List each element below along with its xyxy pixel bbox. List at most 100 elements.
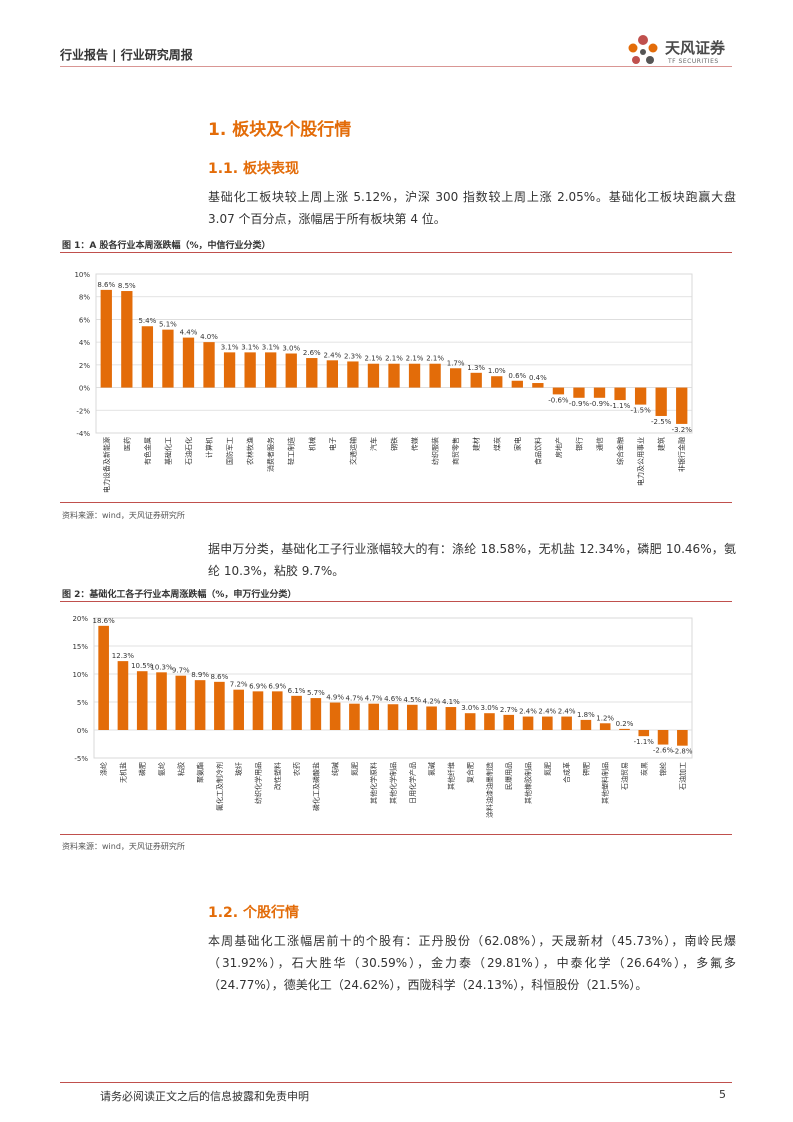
x-tick-label: 氟化工及制冷剂 [215, 762, 224, 811]
x-tick-label: 食品饮料 [533, 437, 542, 465]
bar [676, 387, 688, 424]
data-label: 0.6% [508, 372, 526, 380]
bar [98, 625, 109, 730]
bar [233, 689, 244, 730]
x-tick-label: 钢铁 [390, 437, 399, 451]
bar [310, 698, 322, 730]
x-tick-label: 综合金融 [616, 437, 625, 465]
x-tick-label: 改性塑料 [273, 762, 282, 790]
bar [503, 714, 515, 730]
bar [136, 671, 148, 730]
x-tick-label: 纯碱 [331, 762, 340, 776]
data-label: 4.2% [423, 697, 441, 705]
data-label: 2.6% [303, 349, 321, 357]
data-label: 2.1% [406, 355, 424, 363]
y-tick-label: 5% [77, 699, 88, 707]
x-tick-label: 传媒 [410, 437, 419, 451]
x-tick-label: 国防军工 [225, 437, 234, 465]
data-label: -0.6% [548, 396, 569, 404]
x-tick-label: 基础化工 [163, 437, 172, 465]
data-label: 9.7% [172, 667, 190, 675]
data-label: 6.9% [249, 682, 267, 690]
x-tick-label: 家电 [513, 437, 522, 451]
x-tick-label: 交通运输 [348, 437, 357, 465]
bar [100, 289, 112, 388]
page-number: 5 [719, 1088, 726, 1101]
y-tick-label: -5% [74, 755, 88, 763]
data-label: 1.2% [596, 714, 614, 722]
x-tick-label: 建材 [472, 437, 481, 451]
x-tick-label: 电力及公用事业 [636, 437, 645, 486]
x-tick-label: 通信 [595, 437, 604, 451]
bar [329, 702, 341, 730]
data-label: 4.1% [442, 698, 460, 706]
x-tick-label: 磷化工及磷酸盐 [311, 762, 320, 811]
data-label: 2.3% [344, 352, 362, 360]
data-label: 0.4% [529, 374, 547, 382]
x-tick-label: 非银行金融 [677, 437, 686, 472]
data-label: 12.3% [112, 652, 135, 660]
data-label: 4.9% [326, 694, 344, 702]
x-tick-label: 医药 [122, 437, 131, 451]
data-label: 5.7% [307, 689, 325, 697]
bar [542, 716, 553, 730]
bar [387, 704, 399, 730]
x-tick-label: 涂料油漆油墨制造 [485, 762, 494, 818]
x-tick-label: 民爆用品 [504, 762, 513, 790]
x-tick-label: 电力设备及新能源 [102, 437, 111, 493]
data-label: 3.1% [262, 343, 280, 351]
bar [349, 703, 360, 730]
x-tick-label: 石油贸易 [620, 762, 629, 790]
bar [291, 695, 302, 730]
x-tick-label: 磷肥 [138, 762, 147, 776]
y-tick-label: 6% [79, 316, 90, 324]
x-tick-label: 复合肥 [466, 762, 475, 783]
figure-2-chart: 20% 15% 10% 5% 0% -5% 18.6% 涤纶 12.3% 无机盐 10.5% 磷肥 10… [72, 615, 692, 818]
y-tick-label: -2% [76, 407, 90, 415]
section-1-2-paragraph: 本周基础化工涨幅居前十的个股有：正丹股份（62.08%），天晟新材（45.73%… [208, 934, 736, 992]
y-tick-label: 4% [79, 339, 90, 347]
x-tick-label: 钾肥 [581, 762, 590, 776]
data-label: 2.4% [538, 708, 556, 716]
x-tick-label: 合成革 [562, 762, 571, 783]
data-label: 2.4% [558, 708, 576, 716]
bar [367, 363, 380, 388]
figure-1-top-rule [60, 252, 732, 253]
bar [445, 707, 457, 730]
figure-2-source: 资料来源：wind，天风证券研究所 [62, 842, 185, 851]
y-tick-label: 15% [72, 643, 88, 651]
x-tick-label: 氮肥 [543, 762, 552, 776]
section-1-title: 1. 板块及个股行情 [208, 120, 352, 140]
data-label: 2.4% [323, 351, 341, 359]
bar [252, 691, 264, 730]
data-label: 3.0% [481, 704, 499, 712]
x-tick-label: 涤纶 [99, 762, 108, 776]
bar [306, 358, 318, 388]
bar [522, 716, 534, 730]
data-label: -1.1% [634, 738, 655, 746]
data-label: 2.1% [426, 355, 444, 363]
data-label: 7.2% [230, 681, 248, 689]
bar [450, 368, 462, 388]
data-label: 8.9% [191, 671, 209, 679]
bar [634, 387, 647, 405]
x-tick-label: 有色金属 [143, 437, 152, 465]
data-label: 8.6% [210, 673, 228, 681]
data-label: 4.7% [365, 695, 383, 703]
bar [214, 681, 225, 730]
bar [464, 713, 476, 730]
data-label: 2.4% [519, 708, 537, 716]
data-label: 8.5% [118, 282, 136, 290]
x-tick-label: 锦纶 [659, 762, 668, 776]
x-tick-label: 建筑 [657, 437, 666, 451]
bar [223, 352, 236, 388]
data-label: 5.4% [138, 317, 156, 325]
section-1-1-paragraph: 基础化工板块较上周上涨 5.12%，沪深 300 指数较上周上涨 2.05%。基… [208, 190, 736, 226]
data-label: 1.3% [467, 364, 485, 372]
x-tick-label: 汽车 [369, 437, 378, 451]
bar [552, 387, 565, 395]
bar [203, 342, 215, 388]
x-tick-label: 日用化学产品 [408, 762, 417, 804]
y-tick-label: -4% [76, 430, 90, 438]
x-tick-label: 炭黑 [640, 762, 648, 776]
